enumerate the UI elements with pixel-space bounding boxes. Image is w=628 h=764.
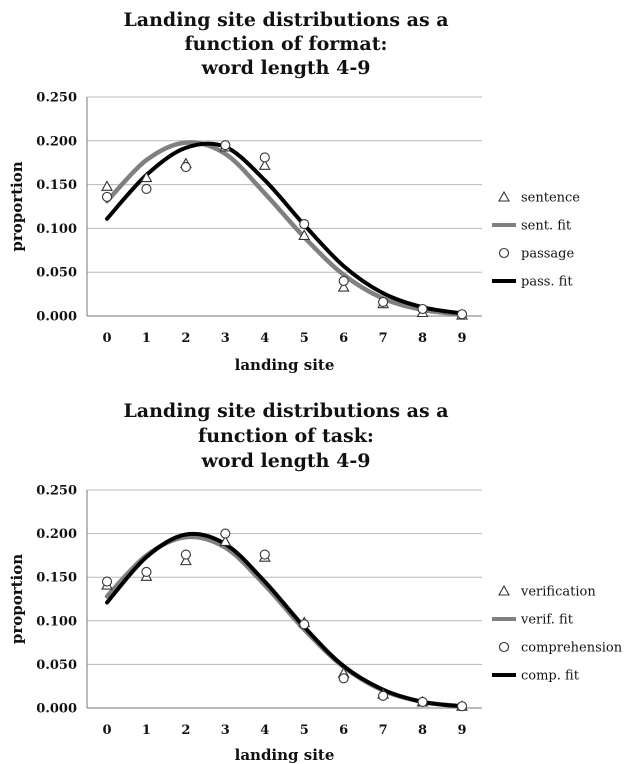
y-tick-label: 0.000 — [36, 702, 77, 717]
triangle-point — [219, 535, 232, 546]
circle-point — [456, 701, 468, 712]
x-tick-label: 7 — [379, 331, 388, 346]
chart-1: Landing site distributions as afunction … — [8, 9, 580, 374]
y-axis-label: proportion — [8, 161, 26, 251]
x-tick-label: 4 — [260, 723, 269, 738]
circle-point — [220, 140, 231, 151]
y-tick-label: 0.200 — [36, 527, 77, 542]
legend-label: comp. fit — [521, 669, 580, 684]
series-line-verif-fit — [104, 534, 465, 709]
circle-point — [141, 183, 152, 195]
legend-label: verif. fit — [520, 613, 574, 628]
x-axis-label: landing site — [235, 746, 335, 764]
circle-point — [338, 673, 349, 684]
triangle-point — [179, 554, 192, 566]
triangle-point — [298, 229, 311, 240]
circle-point — [299, 619, 310, 630]
legend-label: sentence — [521, 191, 580, 206]
series-line-sent-fit — [104, 140, 465, 317]
chart-2: Landing site distributions as a function … — [8, 400, 623, 764]
x-tick-label: 1 — [142, 331, 151, 346]
legend-label: verification — [520, 585, 596, 600]
legend-entry: comprehension — [498, 641, 623, 656]
x-axis-label: landing site — [235, 356, 335, 374]
series-line-comp-fit — [105, 531, 464, 709]
chart-title-line: Landing site distributions as a — [123, 400, 448, 422]
y-tick-label: 0.150 — [36, 178, 77, 193]
y-tick-label: 0.250 — [36, 484, 77, 499]
legend-circle-swatch — [498, 641, 510, 653]
y-axis-label: proportion — [8, 554, 26, 644]
legend-entry: verif. fit — [492, 613, 574, 628]
triangle-point — [101, 180, 113, 191]
y-tick-label: 0.050 — [36, 658, 77, 673]
circle-point — [180, 549, 191, 560]
circle-point — [338, 275, 349, 287]
legend-entry: sent. fit — [492, 219, 572, 234]
chart-title-line: word length 4-9 — [201, 57, 371, 79]
legend-entry: verification — [498, 584, 596, 600]
circle-point — [299, 218, 310, 230]
legend-label: passage — [521, 247, 574, 262]
circle-point — [180, 162, 191, 173]
chart-title-line: function of format: — [185, 33, 388, 55]
legend-entry: sentence — [498, 190, 580, 206]
x-tick-label: 5 — [300, 723, 309, 738]
triangle-point — [258, 159, 271, 170]
circle-point — [456, 309, 468, 320]
legend-entry: passage — [498, 247, 574, 262]
legend-label: pass. fit — [521, 275, 573, 290]
circle-point — [417, 696, 428, 707]
legend-circle-swatch — [498, 247, 510, 259]
x-tick-label: 3 — [221, 723, 230, 738]
y-tick-label: 0.000 — [36, 310, 77, 325]
x-tick-label: 8 — [418, 723, 427, 738]
legend-triangle-swatch — [498, 190, 510, 202]
x-tick-label: 5 — [300, 331, 309, 346]
y-tick-label: 0.150 — [36, 571, 77, 586]
x-tick-label: 0 — [102, 331, 111, 346]
y-tick-label: 0.050 — [36, 266, 77, 281]
x-tick-label: 8 — [418, 331, 427, 346]
y-tick-label: 0.250 — [36, 91, 77, 106]
triangle-point — [140, 171, 153, 183]
x-tick-label: 4 — [260, 331, 269, 346]
chart-title-line: Landing site distributions as a — [123, 9, 448, 31]
x-tick-label: 6 — [339, 723, 348, 738]
x-tick-label: 6 — [339, 331, 348, 346]
series-line-pass-fit — [105, 141, 464, 316]
legend-triangle-swatch — [498, 584, 510, 596]
x-tick-label: 2 — [181, 331, 190, 346]
chart-title-line: word length 4-9 — [201, 450, 371, 472]
circle-point — [378, 690, 389, 701]
legend-label: sent. fit — [521, 219, 572, 234]
y-tick-label: 0.100 — [36, 614, 77, 629]
x-tick-label: 7 — [379, 723, 388, 738]
x-tick-label: 2 — [181, 723, 190, 738]
x-tick-label: 1 — [142, 723, 151, 738]
x-tick-label: 9 — [457, 331, 466, 346]
circle-point — [101, 191, 113, 202]
y-tick-label: 0.100 — [36, 222, 77, 237]
triangle-point — [337, 280, 350, 292]
circle-point — [259, 549, 270, 560]
circle-point — [259, 152, 270, 163]
legend-entry: comp. fit — [492, 669, 580, 684]
legend-entry: pass. fit — [492, 275, 573, 290]
y-tick-label: 0.200 — [36, 134, 77, 149]
x-tick-label: 9 — [457, 723, 466, 738]
legend-label: comprehension — [521, 641, 623, 656]
circle-point — [101, 576, 113, 587]
x-tick-label: 0 — [102, 723, 111, 738]
circle-point — [378, 296, 389, 308]
circle-point — [220, 528, 231, 539]
chart-title-line: function of task: — [198, 425, 374, 447]
x-tick-label: 3 — [221, 331, 230, 346]
circle-point — [417, 303, 428, 315]
circle-point — [141, 566, 152, 578]
